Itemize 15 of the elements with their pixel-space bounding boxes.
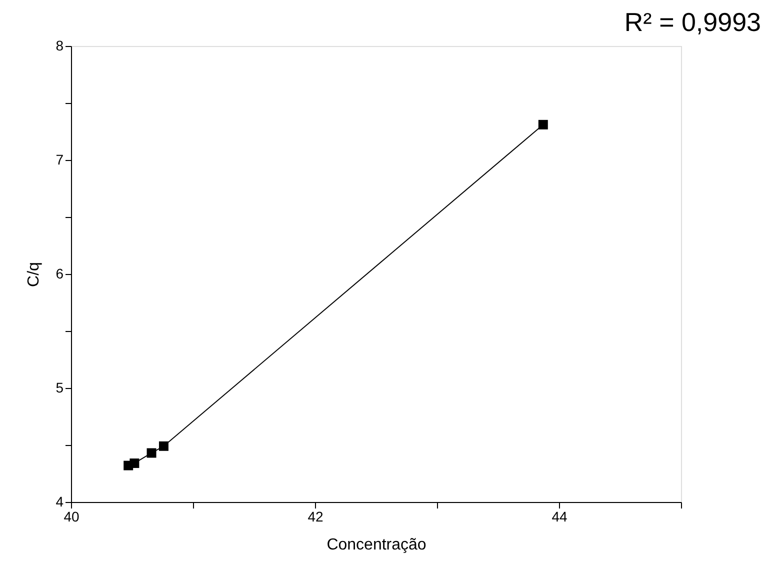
x-tick-label: 40: [64, 508, 80, 524]
y-tick-label: 5: [56, 380, 64, 396]
x-tick-label: 44: [552, 508, 568, 524]
point: [538, 120, 548, 130]
x-axis-title: Concentração: [326, 536, 426, 554]
point: [158, 441, 168, 451]
y-tick-label: 4: [56, 494, 64, 510]
text: R² = 0,9993: [624, 7, 761, 37]
y-axis-title: C/q: [26, 262, 43, 287]
y-tick-label: 7: [56, 152, 64, 168]
point: [130, 458, 140, 468]
y-tick-label: 8: [56, 38, 64, 54]
point: [146, 448, 156, 458]
x-tick-label: 42: [308, 508, 324, 524]
y-tick-label: 6: [56, 266, 64, 282]
